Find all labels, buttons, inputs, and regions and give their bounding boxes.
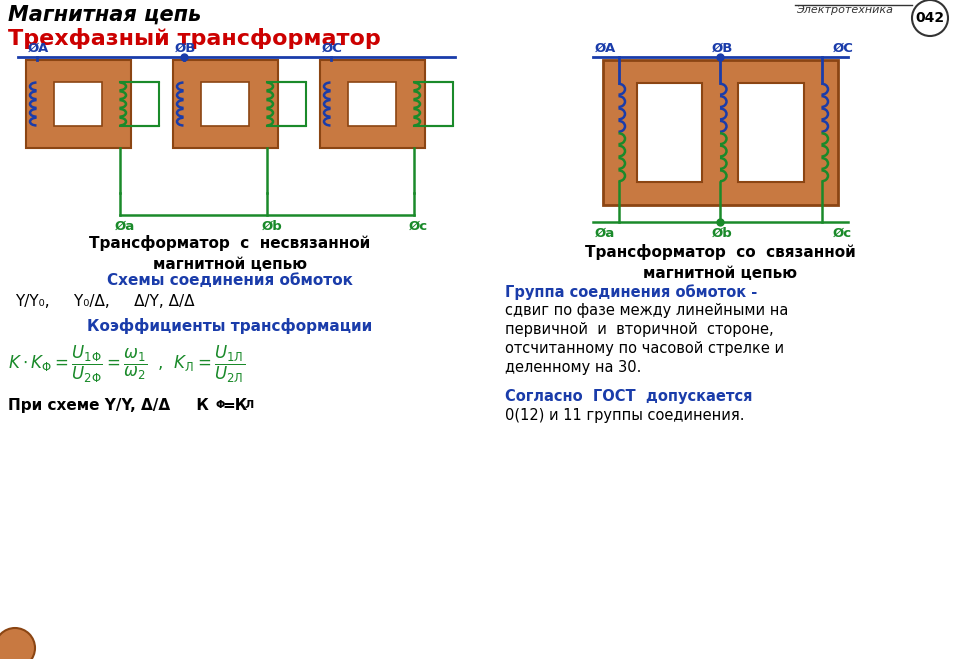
Text: Y/Y₀,     Y₀/Δ,     Δ/Y, Δ/Δ: Y/Y₀, Y₀/Δ, Δ/Y, Δ/Δ bbox=[15, 294, 195, 309]
Text: ØA: ØA bbox=[27, 42, 49, 55]
Text: Øa: Øa bbox=[115, 220, 134, 233]
Text: Øb: Øb bbox=[712, 227, 733, 240]
Text: 0(12) и 11 группы соединения.: 0(12) и 11 группы соединения. bbox=[505, 408, 744, 423]
Text: Φ: Φ bbox=[215, 400, 225, 410]
Text: первичной  и  вторичной  стороне,: первичной и вторичной стороне, bbox=[505, 322, 774, 337]
Text: $K \cdot K_{\Phi} = \dfrac{U_{1\Phi}}{U_{2\Phi}} = \dfrac{\omega_1}{\omega_2}$  : $K \cdot K_{\Phi} = \dfrac{U_{1\Phi}}{U_… bbox=[8, 344, 245, 386]
Text: Согласно  ГОСТ  допускается: Согласно ГОСТ допускается bbox=[505, 389, 752, 404]
Text: ØA: ØA bbox=[595, 42, 616, 55]
Text: Схемы соединения обмоток: Схемы соединения обмоток bbox=[107, 273, 353, 288]
Text: Магнитная цепь: Магнитная цепь bbox=[8, 5, 201, 25]
Text: Øb: Øb bbox=[262, 220, 282, 233]
Text: Трансформатор  со  связанной
магнитной цепью: Трансформатор со связанной магнитной цеп… bbox=[585, 244, 855, 281]
Text: 042: 042 bbox=[916, 11, 945, 25]
Text: Л: Л bbox=[244, 400, 253, 410]
Circle shape bbox=[0, 628, 35, 659]
Text: Электротехника: Электротехника bbox=[797, 5, 893, 15]
Circle shape bbox=[912, 0, 948, 36]
Text: При схеме Y/Y, Δ/Δ     К: При схеме Y/Y, Δ/Δ К bbox=[8, 398, 209, 413]
Bar bbox=[738, 83, 804, 182]
Text: Коэффициенты трансформации: Коэффициенты трансформации bbox=[88, 318, 373, 334]
Text: ØC: ØC bbox=[833, 42, 853, 55]
Text: Øa: Øa bbox=[595, 227, 615, 240]
Bar bbox=[54, 82, 102, 126]
Bar bbox=[348, 82, 396, 126]
Bar bbox=[172, 60, 277, 148]
Bar bbox=[25, 60, 130, 148]
Text: ØB: ØB bbox=[174, 42, 196, 55]
Bar bbox=[201, 82, 249, 126]
Text: ØC: ØC bbox=[321, 42, 342, 55]
Text: Группа соединения обмоток -: Группа соединения обмоток - bbox=[505, 284, 757, 300]
Text: отсчитанному по часовой стрелке и: отсчитанному по часовой стрелке и bbox=[505, 341, 784, 356]
Text: =К: =К bbox=[222, 398, 247, 413]
Bar bbox=[636, 83, 702, 182]
Text: Трехфазный трансформатор: Трехфазный трансформатор bbox=[8, 28, 380, 49]
Text: Трансформатор  с  несвязанной
магнитной цепью: Трансформатор с несвязанной магнитной це… bbox=[90, 235, 371, 272]
Text: деленному на 30.: деленному на 30. bbox=[505, 360, 641, 375]
Text: сдвиг по фазе между линейными на: сдвиг по фазе между линейными на bbox=[505, 303, 788, 318]
Bar bbox=[319, 60, 424, 148]
Text: Øc: Øc bbox=[833, 227, 851, 240]
Bar bbox=[602, 60, 838, 205]
Text: Øc: Øc bbox=[409, 220, 427, 233]
Text: ØB: ØB bbox=[712, 42, 734, 55]
